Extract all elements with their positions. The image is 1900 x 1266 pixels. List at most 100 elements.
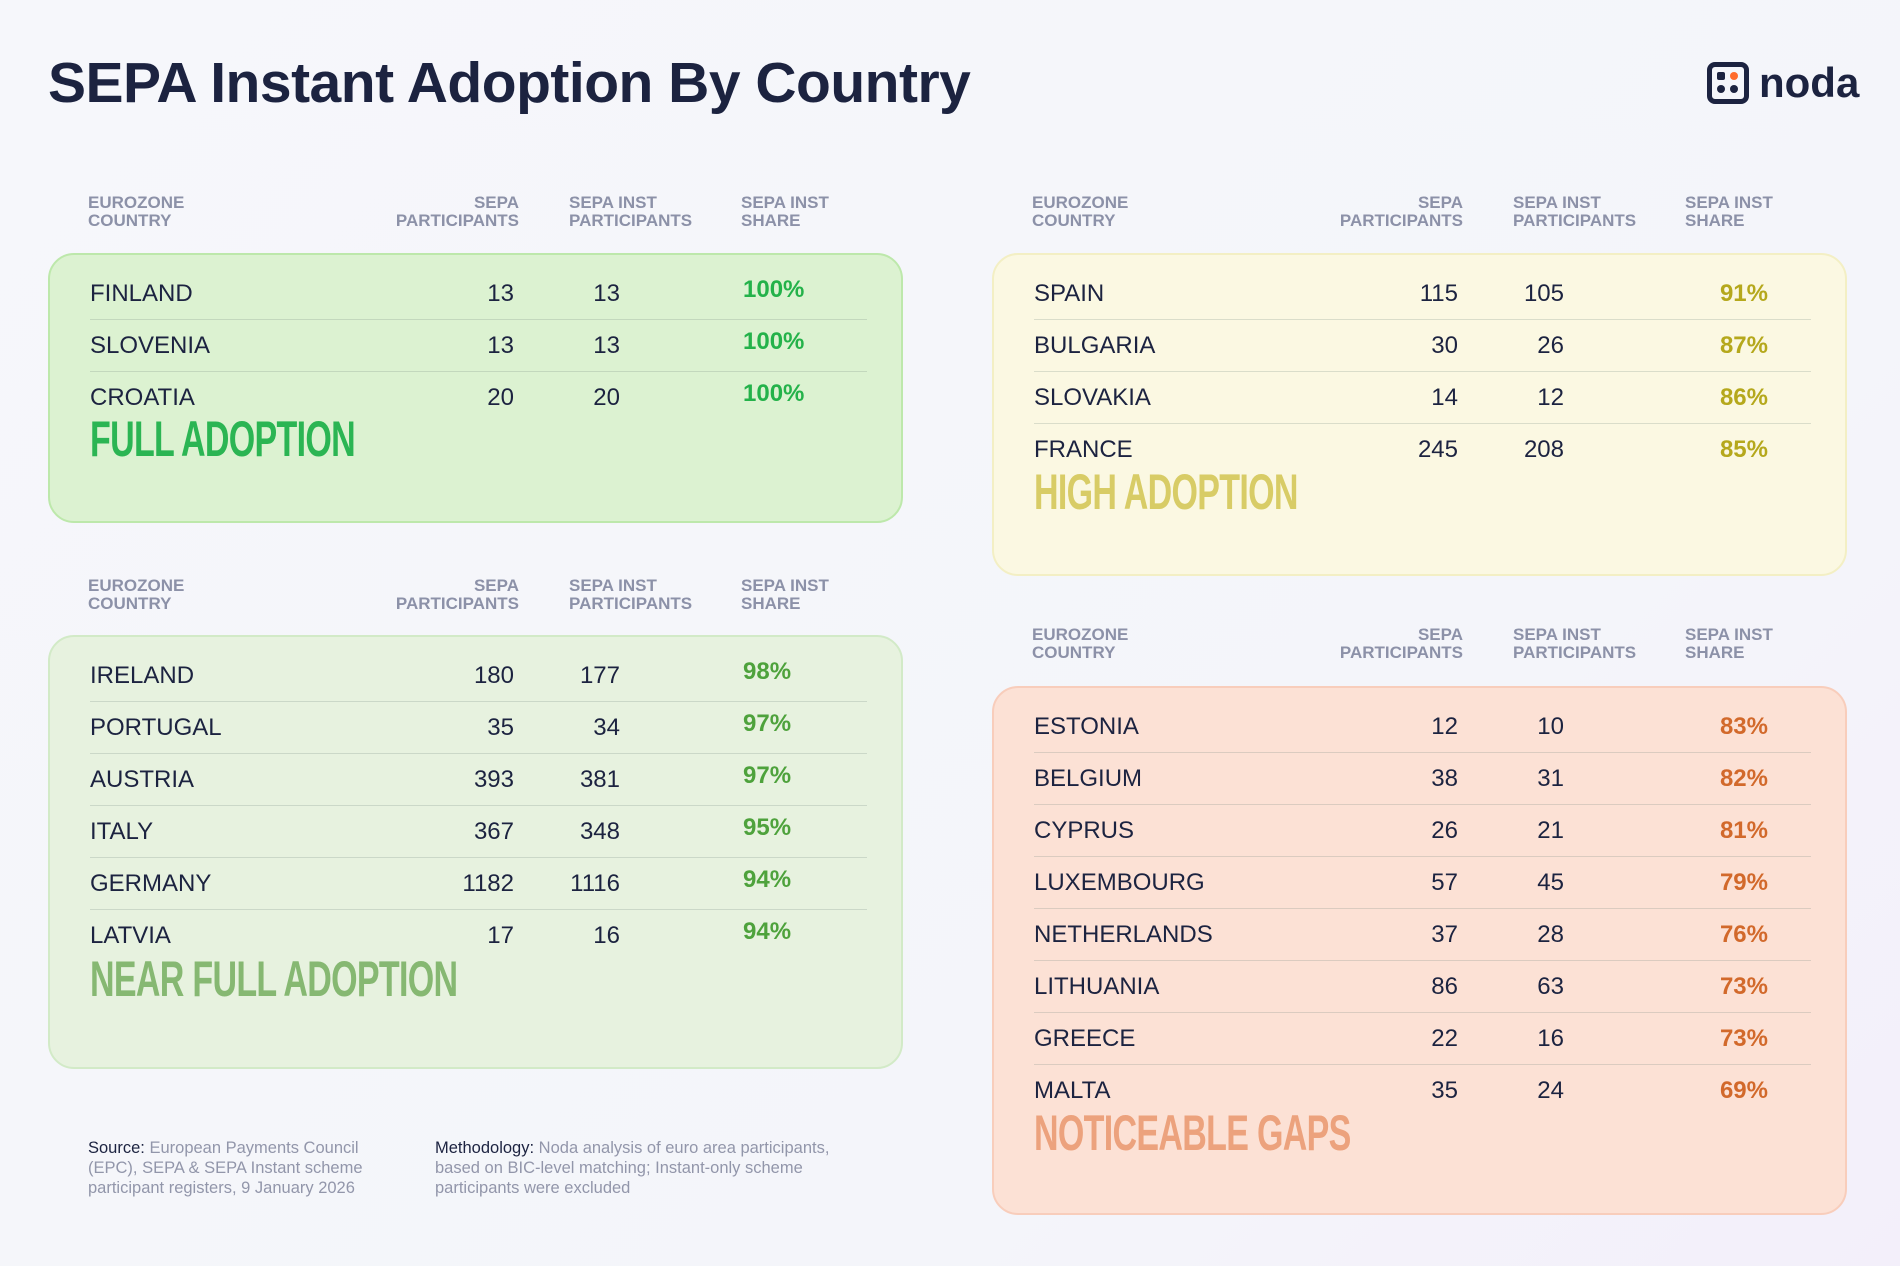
country-name: LITHUANIA bbox=[1034, 973, 1160, 1000]
group-label-near: NEAR FULL ADOPTION bbox=[90, 951, 458, 1007]
table-row: LUXEMBOURG 57 45 79% bbox=[1034, 857, 1811, 909]
table-row: MALTA 35 24 69% bbox=[1034, 1065, 1811, 1117]
sepa-participants: 115 bbox=[1419, 280, 1458, 307]
table-row: BELGIUM 38 31 82% bbox=[1034, 753, 1811, 805]
sepa-inst-participants: 24 bbox=[1537, 1077, 1564, 1104]
logo-text: noda bbox=[1759, 59, 1860, 106]
sepa-inst-participants: 28 bbox=[1537, 921, 1564, 948]
sepa-inst-share: 98% bbox=[743, 658, 792, 685]
group-label-high: HIGH ADOPTION bbox=[1034, 464, 1298, 520]
table-row: IRELAND 180 177 98% bbox=[90, 650, 867, 702]
sepa-inst-share: 97% bbox=[743, 710, 792, 737]
sepa-participants: 367 bbox=[473, 818, 514, 845]
header-country: EUROZONE COUNTRY bbox=[1032, 193, 1129, 230]
footer-source: Source: European Payments Council (EPC),… bbox=[88, 1138, 388, 1198]
sepa-inst-share: 81% bbox=[1719, 817, 1768, 844]
sepa-inst-share: 79% bbox=[1719, 869, 1768, 896]
sepa-inst-participants: 105 bbox=[1523, 280, 1564, 307]
sepa-inst-participants: 177 bbox=[579, 662, 620, 689]
sepa-inst-participants: 381 bbox=[579, 766, 620, 793]
sepa-inst-participants: 13 bbox=[593, 280, 620, 307]
header-sepa-participants: SEPA PARTICIPANTS bbox=[395, 576, 519, 613]
sepa-inst-share: 83% bbox=[1719, 713, 1768, 740]
country-name: FRANCE bbox=[1034, 436, 1133, 463]
header-sepa-inst-participants: SEPA INST PARTICIPANTS bbox=[1513, 625, 1637, 662]
country-name: SLOVAKIA bbox=[1034, 384, 1151, 411]
sepa-inst-participants: 31 bbox=[1537, 765, 1564, 792]
country-name: LATVIA bbox=[90, 922, 171, 949]
header-country: EUROZONE COUNTRY bbox=[88, 193, 185, 230]
sepa-inst-participants: 34 bbox=[593, 714, 620, 741]
methodology-label: Methodology: bbox=[435, 1139, 535, 1157]
sepa-inst-share: 97% bbox=[743, 762, 792, 789]
group-panel-full: FINLAND 13 13 100% SLOVENIA 13 13 100% CROATIA 20… bbox=[48, 253, 903, 523]
header-country: EUROZONE COUNTRY bbox=[88, 576, 185, 613]
sepa-participants: 180 bbox=[473, 662, 514, 689]
sepa-inst-share: 95% bbox=[743, 814, 792, 841]
sepa-inst-participants: 348 bbox=[579, 818, 620, 845]
sepa-inst-share: 85% bbox=[1719, 436, 1768, 463]
header-sepa-participants: SEPA PARTICIPANTS bbox=[1339, 193, 1463, 230]
noda-logo: noda bbox=[1707, 62, 1859, 104]
sepa-inst-participants: 1116 bbox=[570, 870, 620, 897]
sepa-inst-participants: 21 bbox=[1537, 817, 1564, 844]
sepa-inst-participants: 16 bbox=[593, 922, 620, 949]
sepa-participants: 393 bbox=[473, 766, 514, 793]
header-country: EUROZONE COUNTRY bbox=[1032, 625, 1129, 662]
sepa-participants: 20 bbox=[487, 384, 514, 411]
sepa-inst-share: 87% bbox=[1719, 332, 1768, 359]
sepa-inst-participants: 208 bbox=[1523, 436, 1564, 463]
header-sepa-inst-participants: SEPA INST PARTICIPANTS bbox=[569, 576, 693, 613]
sepa-inst-share: 86% bbox=[1719, 384, 1768, 411]
sepa-inst-share: 82% bbox=[1719, 765, 1768, 792]
country-name: ITALY bbox=[90, 818, 154, 845]
table-row: GREECE 22 16 73% bbox=[1034, 1013, 1811, 1065]
country-name: PORTUGAL bbox=[90, 714, 222, 741]
sepa-participants: 35 bbox=[487, 714, 514, 741]
country-name: AUSTRIA bbox=[90, 766, 195, 793]
sepa-inst-share: 91% bbox=[1719, 280, 1768, 307]
sepa-participants: 86 bbox=[1431, 973, 1458, 1000]
sepa-inst-participants: 63 bbox=[1537, 973, 1564, 1000]
table-row: SLOVENIA 13 13 100% bbox=[90, 320, 867, 372]
table-row: SPAIN 115 105 91% bbox=[1034, 268, 1811, 320]
sepa-inst-participants: 10 bbox=[1537, 713, 1564, 740]
sepa-inst-share: 73% bbox=[1719, 973, 1768, 1000]
header-sepa-inst-share: SEPA INST SHARE bbox=[1685, 625, 1773, 662]
sepa-participants: 13 bbox=[487, 280, 514, 307]
country-name: FINLAND bbox=[90, 280, 193, 307]
group-label-gaps: NOTICEABLE GAPS bbox=[1034, 1105, 1351, 1161]
table-row: GERMANY 1182 1116 94% bbox=[90, 858, 867, 910]
sepa-participants: 17 bbox=[487, 922, 514, 949]
header-sepa-participants: SEPA PARTICIPANTS bbox=[1339, 625, 1463, 662]
source-label: Source: bbox=[88, 1139, 145, 1157]
table-row: NETHERLANDS 37 28 76% bbox=[1034, 909, 1811, 961]
table-row: ESTONIA 12 10 83% bbox=[1034, 701, 1811, 753]
table-row: BULGARIA 30 26 87% bbox=[1034, 320, 1811, 372]
table-row: FRANCE 245 208 85% bbox=[1034, 424, 1811, 476]
group-panel-gaps: ESTONIA 12 10 83% BELGIUM 38 31 82% CYPRUS 26 21 81… bbox=[992, 686, 1847, 1215]
sepa-inst-share: 100% bbox=[743, 328, 805, 355]
header-sepa-inst-share: SEPA INST SHARE bbox=[741, 193, 829, 230]
sepa-participants: 1182 bbox=[462, 870, 514, 897]
table-row: CYPRUS 26 21 81% bbox=[1034, 805, 1811, 857]
noda-logo-icon bbox=[1707, 62, 1749, 104]
table-row: ITALY 367 348 95% bbox=[90, 806, 867, 858]
source-text: European Payments Council (EPC), SEPA & … bbox=[88, 1139, 363, 1197]
country-name: GREECE bbox=[1034, 1025, 1136, 1052]
country-name: CYPRUS bbox=[1034, 817, 1135, 844]
header-sepa-inst-share: SEPA INST SHARE bbox=[741, 576, 829, 613]
sepa-inst-share: 100% bbox=[743, 276, 805, 303]
country-name: LUXEMBOURG bbox=[1034, 869, 1205, 896]
table-row: FINLAND 13 13 100% bbox=[90, 268, 867, 320]
sepa-inst-participants: 45 bbox=[1537, 869, 1564, 896]
country-name: MALTA bbox=[1034, 1077, 1111, 1104]
header-sepa-inst-share: SEPA INST SHARE bbox=[1685, 193, 1773, 230]
country-name: IRELAND bbox=[90, 662, 195, 689]
country-name: BULGARIA bbox=[1034, 332, 1156, 359]
group-panel-near: IRELAND 180 177 98% PORTUGAL 35 34 97% AUSTRIA 39… bbox=[48, 635, 903, 1069]
footer-methodology: Methodology: Noda analysis of euro area … bbox=[435, 1138, 865, 1198]
sepa-inst-participants: 20 bbox=[593, 384, 620, 411]
group-label-full: FULL ADOPTION bbox=[90, 411, 356, 467]
table-row: PORTUGAL 35 34 97% bbox=[90, 702, 867, 754]
